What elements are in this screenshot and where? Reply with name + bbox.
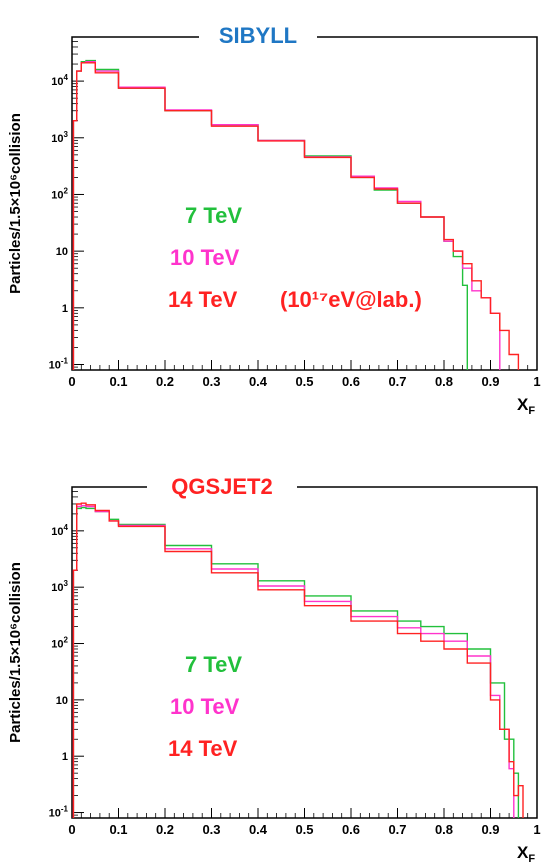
chart-annotation: (10¹⁷eV@lab.) [280, 287, 422, 312]
x-tick-label: 0.3 [202, 374, 220, 389]
x-tick-label: 0.2 [156, 374, 174, 389]
legend: 7 TeV 10 TeV 14 TeV [168, 652, 242, 761]
y-tick-label: 10-1 [49, 805, 69, 820]
series-line-10-tev [72, 504, 515, 818]
x-tick-label: 0.9 [481, 374, 499, 389]
x-axis-label-main: XF [517, 843, 535, 865]
x-tick-label: 0.4 [249, 374, 268, 389]
x-tick-label: 1 [533, 822, 540, 837]
axis-ticks: 0 0.1 0.2 0.3 0.4 0.5 0.6 0.7 0.8 0.9 1 10-1 1 10 102 1… [49, 36, 541, 389]
y-tick-label: 103 [51, 579, 68, 594]
series-line-14-tev [72, 502, 524, 818]
chart-panel-sibyll: 0 0.1 0.2 0.3 0.4 0.5 0.6 0.7 0.8 0.9 1 10-1 1 10 102 1… [7, 22, 541, 417]
legend-entry: 7 TeV [185, 652, 242, 677]
x-axis-label: XF [517, 395, 535, 417]
y-tick-label: 1 [62, 751, 68, 763]
y-tick-label: 1 [62, 303, 68, 315]
legend-entry: 14 TeV [168, 287, 238, 312]
title-background [147, 473, 297, 499]
legend-entry: 10 TeV [170, 694, 240, 719]
y-axis-label: Particles/1.5×10⁶collision [7, 562, 24, 743]
x-tick-label: 0.1 [109, 374, 127, 389]
x-tick-label: 0.6 [342, 822, 360, 837]
series-line-14-tev [72, 62, 520, 370]
y-tick-label: 104 [51, 523, 68, 538]
x-tick-label: 0.4 [249, 822, 268, 837]
legend-entry: 7 TeV [185, 203, 242, 228]
x-tick-label: 0.5 [295, 822, 313, 837]
y-tick-label: 10-1 [49, 357, 69, 372]
y-tick-label: 102 [51, 186, 68, 201]
series-group [72, 59, 520, 370]
x-tick-label: 0.9 [481, 822, 499, 837]
x-tick-label: 0.7 [388, 374, 406, 389]
x-tick-label: 0.5 [295, 374, 313, 389]
series-line-7-tev [72, 506, 520, 818]
series-line-10-tev [72, 61, 501, 370]
x-tick-label: 0.8 [435, 822, 453, 837]
x-tick-label: 1 [533, 374, 540, 389]
x-tick-label: 0.7 [388, 822, 406, 837]
series-group [72, 502, 524, 818]
series-line-7-tev [72, 59, 468, 370]
chart-title: SIBYLL [219, 23, 297, 48]
x-tick-label: 0.1 [109, 822, 127, 837]
chart-title: QGSJET2 [171, 474, 272, 499]
x-tick-label: 0.8 [435, 374, 453, 389]
x-axis-label-main: XF [517, 395, 535, 417]
y-tick-label: 10 [56, 695, 68, 707]
x-tick-label: 0.6 [342, 374, 360, 389]
legend-entry: 10 TeV [170, 245, 240, 270]
y-tick-label: 103 [51, 130, 68, 145]
chart-panel-qgsjet2: 0 0.1 0.2 0.3 0.4 0.5 0.6 0.7 0.8 0.9 1 10-1 1 10 102 1… [7, 473, 541, 865]
x-tick-label: 0.3 [202, 822, 220, 837]
x-tick-label: 0 [68, 374, 75, 389]
y-tick-label: 10 [56, 246, 68, 258]
x-axis-label: XF [517, 843, 535, 865]
x-tick-label: 0 [68, 822, 75, 837]
y-tick-label: 102 [51, 636, 68, 651]
y-tick-label: 104 [51, 73, 68, 88]
x-tick-label: 0.2 [156, 822, 174, 837]
title-background [199, 22, 317, 48]
axis-ticks: 0 0.1 0.2 0.3 0.4 0.5 0.6 0.7 0.8 0.9 1 10-1 1 10 102 1… [49, 486, 541, 837]
y-axis-label: Particles/1.5×10⁶collision [7, 113, 24, 294]
legend-entry: 14 TeV [168, 736, 238, 761]
legend: 7 TeV 10 TeV 14 TeV [168, 203, 242, 312]
